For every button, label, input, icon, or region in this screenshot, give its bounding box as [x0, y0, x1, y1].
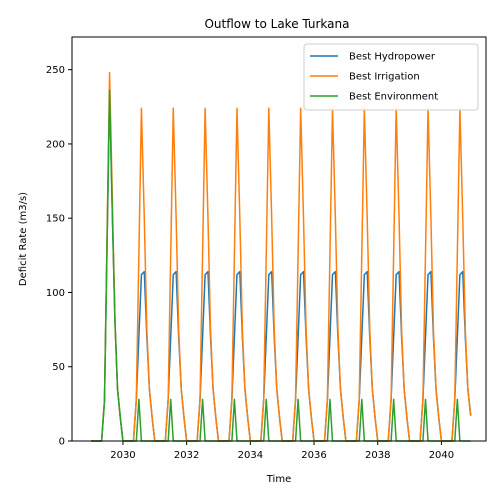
- y-tick-label: 250: [46, 65, 65, 76]
- x-tick-label: 2034: [238, 450, 263, 461]
- y-tick-label: 150: [46, 214, 65, 225]
- legend: Best Hydropower Best Irrigation Best Envir…: [303, 43, 479, 111]
- y-tick-label: 100: [46, 288, 65, 299]
- x-tick-label: 2036: [301, 450, 326, 461]
- legend-label-best-hydropower: Best Hydropower: [349, 52, 436, 63]
- y-axis-label: Deficit Rate (m3/s): [18, 192, 29, 286]
- chart-title: Outflow to Lake Turkana: [204, 17, 349, 31]
- x-tick-label: 2038: [365, 450, 390, 461]
- legend-box: [303, 43, 479, 111]
- plot-frame: [71, 36, 487, 442]
- legend-label-best-environment: Best Environment: [349, 92, 438, 103]
- y-tick-label: 50: [52, 362, 65, 373]
- x-tick-label: 2032: [174, 450, 199, 461]
- x-axis-label: Time: [266, 474, 291, 485]
- y-tick-label: 0: [59, 437, 65, 448]
- y-tick-label: 200: [46, 139, 65, 150]
- series-line-best-irrigation: [91, 71, 472, 442]
- y-axis-ticks: 0 50 100 150 200 250: [46, 65, 72, 448]
- legend-label-best-irrigation: Best Irrigation: [349, 72, 420, 83]
- x-tick-label: 2040: [429, 450, 454, 461]
- x-tick-label: 2030: [110, 450, 135, 461]
